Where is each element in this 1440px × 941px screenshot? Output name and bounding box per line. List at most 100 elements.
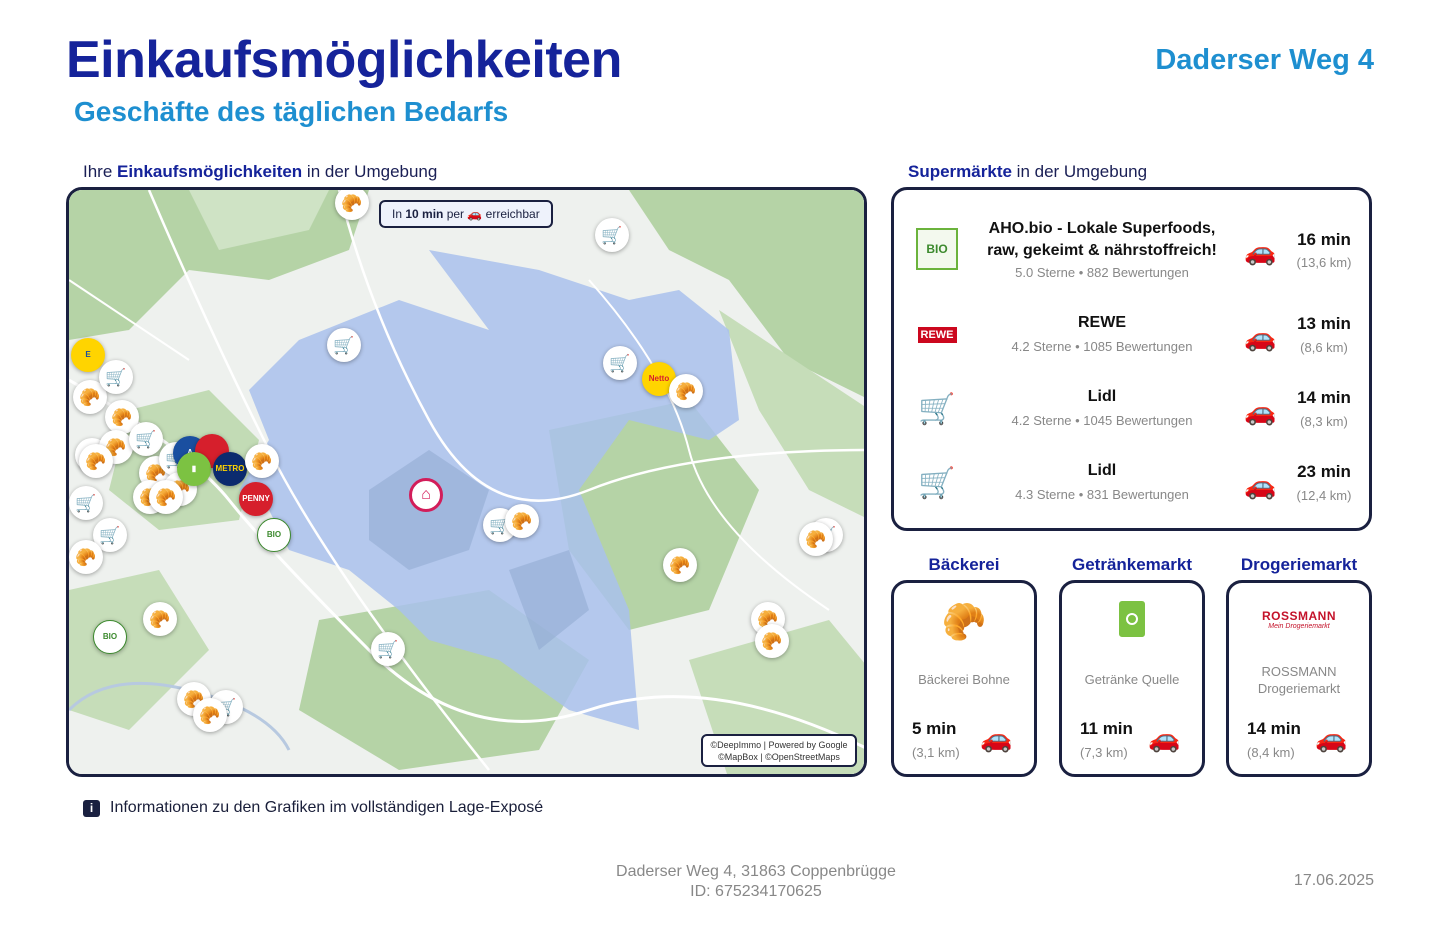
- supermarket-distance: (8,6 km): [1300, 340, 1348, 355]
- car-icon: 🚗: [1244, 236, 1277, 266]
- supermarket-rating: 5.0 Sterne • 882 Bewertungen: [1015, 265, 1189, 280]
- car-icon: 🚗: [1315, 723, 1348, 753]
- car-icon: 🚗: [467, 207, 483, 221]
- bio-markt-map-pin[interactable]: BIO: [93, 620, 127, 654]
- drinks-market-distance: (7,3 km): [1080, 745, 1128, 760]
- supermarket-rating: 4.2 Sterne • 1045 Bewertungen: [1011, 413, 1193, 428]
- bakery-map-pin[interactable]: 🥐: [505, 504, 539, 538]
- footer-date: 17.06.2025: [1293, 872, 1374, 889]
- drugstore-time: 14 min: [1247, 719, 1301, 738]
- bakery-title: Bäckerei: [928, 555, 1000, 574]
- bakery-map-pin[interactable]: 🥐: [143, 602, 177, 636]
- supermarket-row[interactable]: BIO AHO.bio - Lokale Superfoods, raw, ge…: [894, 214, 1369, 284]
- drugstore-distance: (8,4 km): [1247, 745, 1295, 760]
- supermarket-map-pin[interactable]: 🛒: [371, 632, 405, 666]
- metro-map-pin[interactable]: METRO: [213, 452, 247, 486]
- supermarket-distance: (12,4 km): [1296, 488, 1352, 503]
- map-heading-bold: Einkaufsmöglichkeiten: [117, 162, 303, 181]
- bakery-map-pin[interactable]: 🥐: [663, 548, 697, 582]
- bio-markt-map-pin[interactable]: BIO: [257, 518, 291, 552]
- drinks-market-title: Getränkemarkt: [1071, 555, 1192, 574]
- footer: Daderser Weg 4, 31863 Coppenbrügge ID: 6…: [520, 862, 992, 902]
- bakery-map-pin[interactable]: 🥐: [755, 624, 789, 658]
- bakery-map-pin[interactable]: 🥐: [193, 698, 227, 732]
- bakery-map-pin[interactable]: 🥐: [73, 380, 107, 414]
- edeka-map-pin[interactable]: E: [71, 338, 105, 372]
- bakery-name: Bäckerei Bohne: [918, 672, 1010, 687]
- supermarket-row[interactable]: REWE REWE 4.2 Sterne • 1085 Bewertungen …: [894, 300, 1369, 370]
- reach-suffix: erreichbar: [482, 207, 540, 221]
- map-attribution: ©DeepImmo | Powered by Google ©MapBox | ©…: [701, 734, 857, 767]
- info-icon: i: [83, 799, 100, 817]
- footer-id: ID: 675234170625: [690, 883, 822, 900]
- supermarket-map-pin[interactable]: 🛒: [327, 328, 361, 362]
- croissant-icon: 🥐: [941, 601, 987, 642]
- supermarkets-card: BIO AHO.bio - Lokale Superfoods, raw, ge…: [891, 187, 1372, 531]
- car-icon: 🚗: [1148, 723, 1181, 753]
- shopping-map[interactable]: In 10 min per 🚗 erreichbar 🥐 🛒 🛒 🛒 Netto…: [66, 187, 867, 777]
- rossmann-logo-text: ROSSMANN: [1261, 609, 1336, 623]
- attribution-line: ©DeepImmo | Powered by Google: [710, 740, 848, 750]
- supermarket-time: 13 min: [1297, 314, 1351, 333]
- drinks-market-card[interactable]: Getränke Quelle 11 min (7,3 km) 🚗: [1059, 580, 1205, 777]
- bakery-map-pin[interactable]: 🥐: [245, 444, 279, 478]
- supermarket-distance: (13,6 km): [1296, 255, 1352, 270]
- supermarket-name: AHO.bio - Lokale Superfoods, raw, gekeim…: [987, 220, 1217, 259]
- supermarket-time: 23 min: [1297, 462, 1351, 481]
- info-note: i Informationen zu den Grafiken im vollst…: [83, 799, 543, 817]
- bakery-map-pin[interactable]: 🥐: [335, 190, 369, 220]
- bakery-card[interactable]: 🥐 Bäckerei Bohne 5 min (3,1 km) 🚗: [891, 580, 1037, 777]
- supermarket-row[interactable]: 🛒 Lidl 4.2 Sterne • 1045 Bewertungen 🚗 1…: [894, 374, 1369, 444]
- footer-address: Daderser Weg 4, 31863 Coppenbrügge: [616, 863, 896, 880]
- bakery-map-pin[interactable]: 🥐: [79, 444, 113, 478]
- supermarket-name: REWE: [1078, 314, 1126, 331]
- bakery-map-pin[interactable]: 🥐: [799, 522, 833, 556]
- property-address: Daderser Weg 4: [1155, 44, 1374, 76]
- supermarket-map-pin[interactable]: 🛒: [69, 486, 103, 520]
- rewe-logo: REWE: [916, 314, 958, 356]
- supermarket-row[interactable]: 🛒 Lidl 4.3 Sterne • 831 Bewertungen 🚗 23…: [894, 448, 1369, 518]
- supermarket-rating: 4.3 Sterne • 831 Bewertungen: [1015, 487, 1189, 502]
- supermarkets-heading: Supermärkte in der Umgebung: [908, 162, 1147, 182]
- bakery-map-pin[interactable]: 🥐: [149, 480, 183, 514]
- supermarket-name: Lidl: [1087, 462, 1117, 479]
- map-heading-suffix: in der Umgebung: [302, 162, 438, 181]
- drugstore-card[interactable]: ROSSMANN Mein Drogeriemarkt ROSSMANN Drog…: [1226, 580, 1372, 777]
- rossmann-logo-tagline: Mein Drogeriemarkt: [1268, 623, 1330, 630]
- supermarkets-heading-bold: Supermärkte: [908, 162, 1012, 181]
- house-icon: ⌂: [421, 486, 431, 503]
- reach-prefix: In: [392, 207, 406, 221]
- car-icon: 🚗: [1244, 322, 1277, 352]
- home-location-pin[interactable]: ⌂: [409, 478, 443, 512]
- penny-map-pin[interactable]: PENNY: [239, 482, 273, 516]
- map-heading: Ihre Einkaufsmöglichkeiten in der Umgebu…: [83, 162, 437, 182]
- supermarket-map-pin[interactable]: 🛒: [99, 360, 133, 394]
- bakery-time: 5 min: [912, 719, 957, 738]
- car-icon: 🚗: [1244, 396, 1277, 426]
- car-icon: 🚗: [980, 723, 1013, 753]
- car-icon: 🚗: [1244, 470, 1277, 500]
- supermarket-map-pin[interactable]: 🛒: [129, 422, 163, 456]
- rewe-logo-text: REWE: [917, 327, 957, 343]
- supermarket-map-pin[interactable]: 🛒: [93, 518, 127, 552]
- bio-leaf-icon: BIO: [926, 242, 948, 256]
- bakery-map-pin[interactable]: 🥐: [69, 540, 103, 574]
- bio-markt-logo: BIO: [916, 228, 958, 270]
- supermarket-time: 14 min: [1297, 388, 1351, 407]
- juice-box-icon: [1062, 601, 1202, 646]
- drugstore-title: Drogeriemarkt: [1240, 555, 1358, 574]
- rossmann-logo: ROSSMANN Mein Drogeriemarkt: [1229, 609, 1369, 630]
- drinks-market-time: 11 min: [1080, 719, 1133, 738]
- cart-icon: 🛒: [918, 466, 956, 500]
- supermarket-rating: 4.2 Sterne • 1085 Bewertungen: [1011, 339, 1193, 354]
- supermarket-map-pin[interactable]: 🛒: [603, 346, 637, 380]
- bakery-distance: (3,1 km): [912, 745, 960, 760]
- supermarket-map-pin[interactable]: 🛒: [595, 218, 629, 252]
- drinks-map-pin[interactable]: ▮: [177, 452, 211, 486]
- bakery-map-pin[interactable]: 🥐: [669, 374, 703, 408]
- reach-middle: per: [443, 207, 468, 221]
- page-title: Einkaufsmöglichkeiten: [66, 31, 622, 89]
- supermarket-time: 16 min: [1297, 230, 1351, 249]
- reach-badge: In 10 min per 🚗 erreichbar: [379, 200, 553, 228]
- map-heading-prefix: Ihre: [83, 162, 118, 181]
